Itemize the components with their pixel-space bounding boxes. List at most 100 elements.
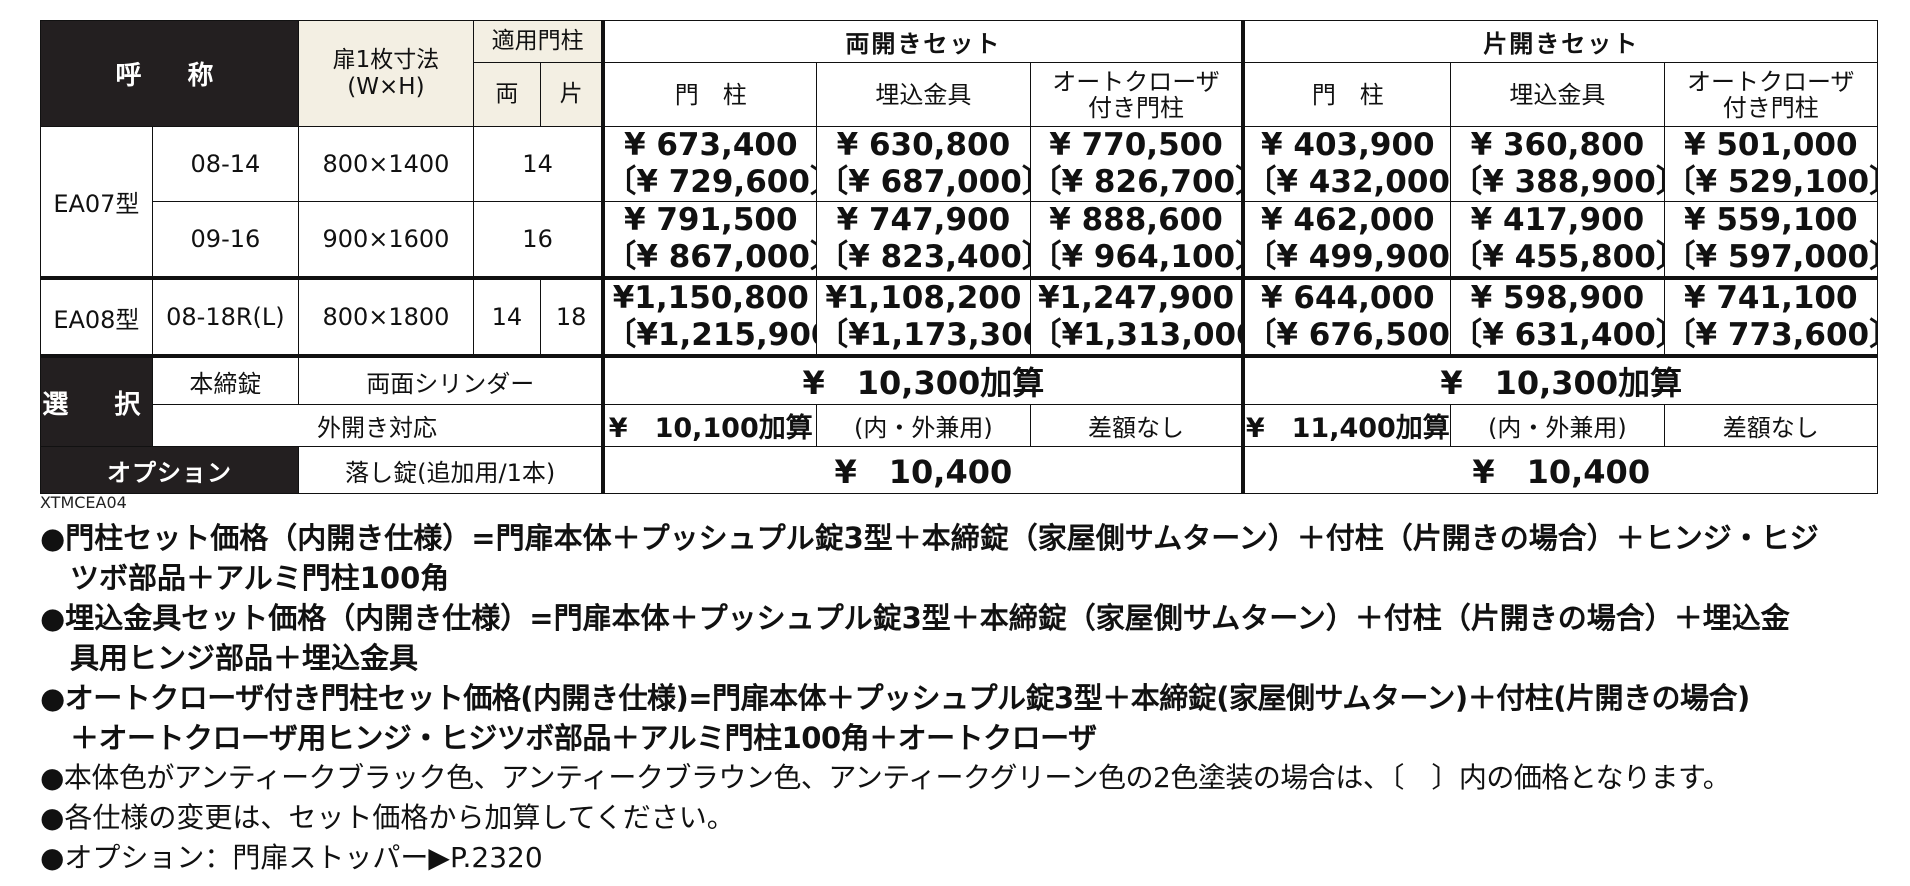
price-standard: ¥ 462,000 (1261, 202, 1435, 238)
price-antique: 〔¥ 432,000〕 (1245, 164, 1450, 200)
no-diff-double: 差額なし (1029, 404, 1244, 447)
model-ea08: EA08型 (40, 276, 153, 357)
price-cell: ¥ 770,500 〔¥ 826,700〕 (1029, 126, 1244, 202)
price-table: 呼 称 扉1枚寸法 (W×H) 適用門柱 両開きセット 片開きセット 両 片 門… (39, 20, 1879, 494)
price-cell: ¥ 403,900〔¥ 432,000〕 (1241, 126, 1452, 202)
price-cell: ¥ 559,100 〔¥ 597,000〕 (1663, 201, 1879, 279)
price-antique: 〔¥ 597,000〕 (1664, 239, 1878, 275)
header-door-size: 扉1枚寸法 (W×H) (298, 20, 474, 127)
drop-lock-price-single: ¥ 10,400 (1241, 446, 1879, 494)
price-cell: ¥ 417,900 〔¥ 455,800〕 (1450, 201, 1665, 279)
header-single-post: 門 柱 (1241, 62, 1452, 127)
size-cell: 800×1400 (298, 126, 474, 202)
price-antique: 〔¥ 773,600〕 (1664, 317, 1878, 353)
note-line: ●門柱セット価格（内開き仕様）=門扉本体＋プッシュプル錠3型＋本締錠（家屋側サム… (40, 521, 1819, 555)
double-cylinder-price-single: ¥ 10,300加算 (1241, 354, 1879, 405)
double-cylinder-label: 両面シリンダー (298, 354, 604, 405)
price-cell: ¥ 501,000 〔¥ 529,100〕 (1663, 126, 1879, 202)
outward-price-single: ¥ 11,400加算 (1241, 404, 1452, 447)
price-cell: ¥ 598,900 〔¥ 631,400〕 (1450, 276, 1665, 357)
price-antique: 〔¥ 823,400〕 (817, 239, 1031, 275)
header-name: 呼 称 (39, 20, 300, 127)
price-standard: ¥1,108,200 (825, 280, 1022, 316)
header-applicable-post: 適用門柱 (472, 20, 604, 63)
drop-lock-price-double: ¥ 10,400 (601, 446, 1244, 494)
price-antique: 〔¥ 388,900〕 (1451, 164, 1665, 200)
main-lock-label: 本締錠 (151, 354, 300, 405)
header-door-size-unit: (W×H) (347, 73, 425, 100)
price-antique: 〔¥ 631,400〕 (1451, 317, 1665, 353)
note-item: ●門柱セット価格（内開き仕様）=門扉本体＋プッシュプル錠3型＋本締錠（家屋側サム… (40, 518, 1890, 598)
header-door-size-label: 扉1枚寸法 (332, 46, 440, 73)
price-antique: 〔¥ 687,000〕 (817, 164, 1031, 200)
notes-list: ●門柱セット価格（内開き仕様）=門扉本体＋プッシュプル錠3型＋本締錠（家屋側サム… (40, 518, 1890, 878)
table-row: EA07型 08-14 800×1400 14 ¥ 673,400 〔¥ 729,… (40, 126, 1879, 279)
header-post-single: 片 (539, 62, 604, 127)
size-cell: 900×1600 (298, 201, 474, 279)
no-diff-single: 差額なし (1663, 404, 1879, 447)
price-standard: ¥ 598,900 (1470, 280, 1645, 316)
size-cell: 800×1800 (298, 276, 474, 357)
outward-price-double: ¥ 10,100加算 (601, 404, 818, 447)
price-cell: ¥ 360,800 〔¥ 388,900〕 (1450, 126, 1665, 202)
document-code: XTMCEA04 (40, 493, 127, 512)
header-auto-closer-line1: オートクローザ (1052, 67, 1220, 96)
price-antique: 〔¥ 455,800〕 (1451, 239, 1665, 275)
price-standard: ¥ 559,100 (1684, 202, 1858, 238)
note-line: ツボ部品＋アルミ門柱100角 (70, 561, 450, 595)
price-standard: ¥ 360,800 (1470, 127, 1645, 164)
price-standard: ¥1,150,800 (612, 280, 809, 316)
note-item: ●オプション：門扉ストッパー▶P.2320 (40, 838, 1890, 878)
price-standard: ¥ 747,900 (836, 202, 1011, 238)
note-item: ●オートクローザ付き門柱セット価格(内開き仕様)=門扉本体＋プッシュプル錠3型＋… (40, 678, 1890, 758)
price-standard: ¥ 791,500 (623, 202, 798, 238)
code-cell: 08-14 (151, 126, 300, 202)
price-standard: ¥ 770,500 (1049, 127, 1223, 164)
price-cell: ¥ 462,000〔¥ 499,900〕 (1241, 201, 1452, 279)
price-standard: ¥ 888,600 (1049, 202, 1223, 238)
header-double-auto-closer: オートクローザ 付き門柱 (1029, 62, 1244, 127)
note-line: ●本体色がアンティークブラック色、アンティークブラウン色、アンティークグリーン色… (40, 761, 1731, 794)
price-antique: 〔¥ 867,000〕 (605, 239, 815, 275)
price-standard: ¥ 403,900 (1261, 127, 1435, 164)
option-label: オプション (39, 446, 300, 494)
price-standard: ¥1,247,900 (1037, 280, 1235, 316)
price-cell: ¥ 630,800 〔¥ 687,000〕 (816, 126, 1031, 202)
header-auto-closer-line2: 付き門柱 (1088, 93, 1184, 122)
price-cell: ¥ 888,600 〔¥ 964,100〕 (1029, 201, 1244, 279)
note-item: ●本体色がアンティークブラック色、アンティークブラウン色、アンティークグリーン色… (40, 758, 1890, 798)
selection-label: 選 択 (40, 354, 153, 447)
note-line: ●オプション：門扉ストッパー▶P.2320 (40, 841, 543, 874)
note-line: 具用ヒンジ部品＋埋込金具 (70, 641, 419, 675)
note-line: ＋オートクローザ用ヒンジ・ヒジツボ部品＋アルミ門柱100角＋オートクローザ (70, 721, 1097, 755)
price-standard: ¥ 673,400 (623, 127, 798, 164)
header-single-set: 片開きセット (1241, 20, 1879, 63)
price-antique: 〔¥ 529,100〕 (1664, 164, 1878, 200)
header-double-embedded: 埋込金具 (816, 62, 1031, 127)
code-cell: 09-16 (151, 201, 300, 279)
post-cell: 14 (472, 126, 604, 202)
price-cell: ¥1,150,800〔¥1,215,900〕 (601, 276, 818, 357)
outward-label: 外開き対応 (151, 404, 604, 447)
header-double-post: 門 柱 (601, 62, 818, 127)
header-auto-closer-line2: 付き門柱 (1722, 93, 1819, 122)
post-both-cell: 14 (472, 276, 541, 357)
price-antique: 〔¥1,313,000〕 (1030, 317, 1242, 353)
note-line: ●各仕様の変更は、セット価格から加算してください。 (40, 801, 735, 834)
price-antique: 〔¥ 676,500〕 (1245, 317, 1450, 353)
price-antique: 〔¥ 964,100〕 (1030, 239, 1244, 275)
header-single-embedded: 埋込金具 (1450, 62, 1665, 127)
price-cell: ¥ 673,400〔¥ 729,600〕 (601, 126, 818, 202)
price-standard: ¥ 644,000 (1261, 280, 1435, 316)
price-cell: ¥ 644,000〔¥ 676,500〕 (1241, 276, 1452, 357)
price-cell: ¥1,108,200〔¥1,173,300〕 (816, 276, 1031, 357)
note-line: ●埋込金具セット価格（内開き仕様）=門扉本体＋プッシュプル錠3型＋本締錠（家屋側… (40, 601, 1790, 635)
note-line: ●オートクローザ付き門柱セット価格(内開き仕様)=門扉本体＋プッシュプル錠3型＋… (40, 681, 1750, 715)
price-antique: 〔¥1,215,900〕 (605, 317, 815, 353)
price-antique: 〔¥1,173,300〕 (817, 317, 1029, 353)
price-standard: ¥ 741,100 (1684, 280, 1858, 316)
header-auto-closer-line1: オートクローザ (1687, 67, 1855, 96)
price-antique: 〔¥ 499,900〕 (1245, 239, 1450, 275)
price-cell: ¥ 741,100 〔¥ 773,600〕 (1663, 276, 1879, 357)
post-single-cell: 18 (539, 276, 604, 357)
